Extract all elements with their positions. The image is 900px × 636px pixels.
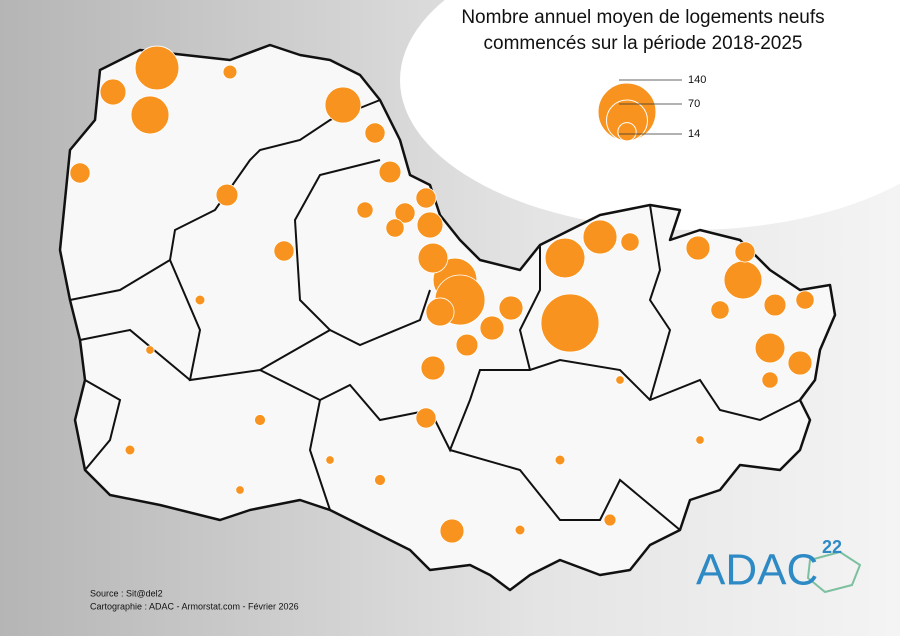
bubble — [215, 183, 239, 207]
bubble — [416, 211, 444, 239]
logo-shape — [806, 550, 862, 594]
bubble — [582, 219, 618, 255]
bubble — [620, 232, 640, 252]
bubble — [544, 237, 586, 279]
bubble — [385, 218, 405, 238]
district-borders — [69, 99, 801, 531]
bubble — [439, 518, 465, 544]
bubble — [124, 444, 136, 456]
bubble — [514, 524, 526, 536]
bubble — [378, 160, 402, 184]
bubble — [254, 414, 266, 426]
title-line: commencés sur la période 2018-2025 — [484, 33, 803, 54]
bubbles — [69, 45, 815, 544]
bubble — [763, 293, 787, 317]
bubble — [425, 297, 455, 327]
legend-label: 140 — [688, 74, 706, 86]
bubble — [754, 332, 786, 364]
bubble — [554, 454, 566, 466]
source: Source : Sit@del2 — [90, 588, 163, 598]
legend-label: 14 — [688, 128, 700, 140]
bubble — [479, 315, 505, 341]
bubble — [325, 455, 335, 465]
legend-label: 70 — [688, 98, 700, 110]
bubble — [99, 78, 127, 106]
bubble — [787, 350, 813, 376]
title-line: Nombre annuel moyen de logements neufs — [461, 7, 824, 28]
bubble — [695, 435, 705, 445]
bubble — [415, 187, 437, 209]
bubble — [540, 293, 600, 353]
bubble — [734, 241, 756, 263]
bubble — [603, 513, 617, 527]
bubble — [417, 242, 449, 274]
bubble — [324, 86, 362, 124]
legend-circle — [597, 82, 657, 142]
logo-text: ADAC — [696, 546, 818, 595]
bubble — [685, 235, 711, 261]
legend: 140 70 14 — [597, 74, 706, 142]
bubble — [723, 260, 763, 300]
bubble — [356, 201, 374, 219]
bubble — [761, 371, 779, 389]
bubble — [394, 202, 416, 224]
bubble — [364, 122, 386, 144]
bubble — [455, 333, 479, 357]
bubble — [795, 290, 815, 310]
bubble — [134, 45, 180, 91]
bubble — [415, 407, 437, 429]
logo-number: 22 — [822, 537, 842, 557]
bubble — [615, 375, 625, 385]
bubble — [498, 295, 524, 321]
bubble — [235, 485, 245, 495]
bubble — [710, 300, 730, 320]
bubble — [420, 355, 446, 381]
bubble — [273, 240, 295, 262]
credits: Cartographie : ADAC - Armorstat.com - Fé… — [90, 601, 299, 611]
bubble — [194, 294, 206, 306]
bubble — [69, 162, 91, 184]
bubble — [130, 95, 170, 135]
bubble — [222, 64, 238, 80]
legend-circle — [617, 122, 637, 142]
bubble — [145, 345, 155, 355]
bubble — [374, 474, 386, 486]
